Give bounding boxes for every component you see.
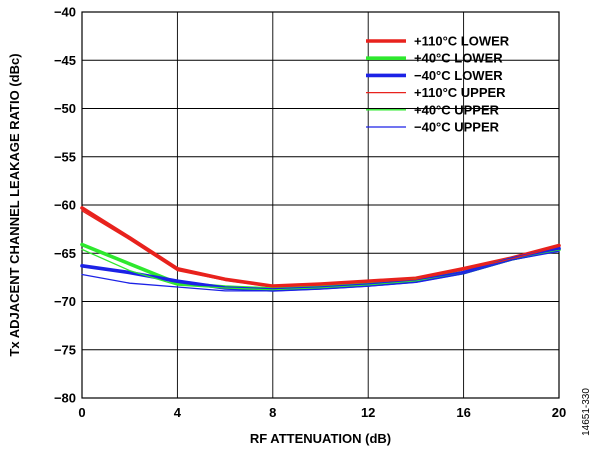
series-lines: [80, 206, 561, 292]
x-tick-label: 16: [456, 405, 470, 420]
y-tick-label: −45: [54, 53, 76, 68]
y-tick-label: −55: [54, 149, 76, 164]
x-tick-label: 8: [269, 405, 276, 420]
y-tick-label: −75: [54, 342, 76, 357]
y-tick-label: −65: [54, 246, 76, 261]
series-line-0: [80, 206, 561, 288]
y-tick-label: −40: [54, 5, 76, 20]
legend-label: +110°C LOWER: [414, 34, 510, 49]
figure-id: 14651-330: [581, 388, 592, 436]
legend-label: −40°C LOWER: [414, 68, 503, 83]
x-tick-labels: 0 4 8 12 16 20: [78, 405, 566, 420]
x-tick-label: 12: [361, 405, 375, 420]
x-axis-title: RF ATTENUATION (dB): [250, 431, 391, 446]
series-line-5: [81, 250, 560, 292]
legend: +110°C LOWER +40°C LOWER −40°C LOWER +110°C…: [366, 34, 510, 135]
y-axis-title: Tx ADJACENT CHANNEL LEAKAGE RATIO (dBc): [7, 53, 22, 356]
x-tick-label: 20: [552, 405, 566, 420]
y-tick-label: −60: [54, 198, 76, 213]
y-tick-label: −80: [54, 391, 76, 406]
x-tick-label: 0: [78, 405, 85, 420]
series-line-3: [81, 210, 560, 288]
y-tick-labels: −40 −45 −50 −55 −60 −65 −70 −75 −80: [54, 5, 76, 406]
legend-label: −40°C UPPER: [414, 120, 500, 135]
x-tick-label: 4: [174, 405, 182, 420]
legend-label: +40°C UPPER: [414, 102, 500, 117]
legend-label: +40°C LOWER: [414, 51, 503, 66]
plot-frame: [81, 11, 560, 399]
y-tick-label: −70: [54, 294, 76, 309]
legend-label: +110°C UPPER: [414, 85, 506, 100]
y-tick-label: −50: [54, 101, 76, 116]
